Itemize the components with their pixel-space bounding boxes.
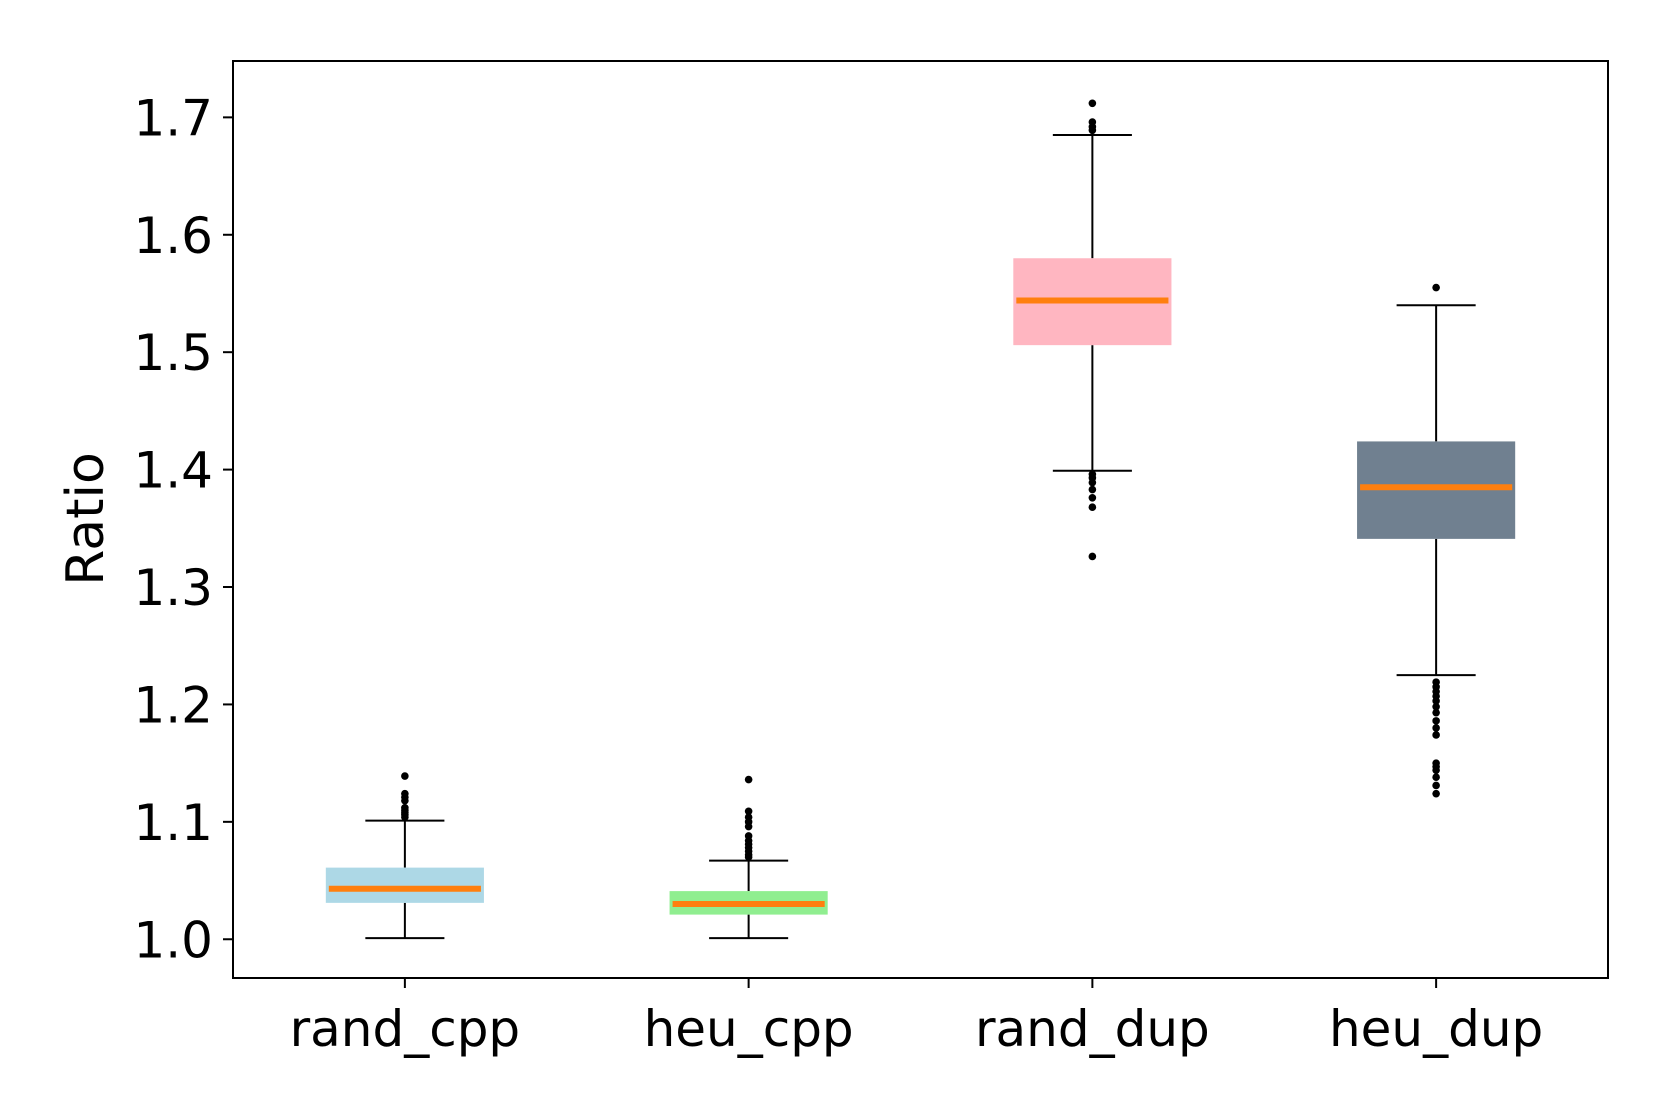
outlier-point <box>1088 485 1097 494</box>
outlier-point <box>1432 773 1440 782</box>
outlier-point <box>1432 708 1440 717</box>
outlier-point <box>1432 717 1440 725</box>
outlier-point <box>1432 678 1440 686</box>
y-axis: 1.0 1.1 1.2 1.3 1.4 1.5 1.6 1.7 <box>133 89 233 969</box>
y-tick-label: 1.0 <box>133 911 213 969</box>
outlier-point <box>1432 731 1440 739</box>
outlier-point <box>1088 493 1097 502</box>
box-group-rand-cpp <box>325 772 484 940</box>
x-tick-label: heu_cpp <box>644 1000 854 1058</box>
x-tick-label: rand_cpp <box>290 1000 521 1058</box>
outlier-point <box>1088 503 1097 511</box>
outlier-point <box>1432 789 1440 798</box>
outlier-point <box>401 789 409 798</box>
y-axis-label: Ratio <box>56 452 116 586</box>
outlier-point <box>401 803 409 812</box>
y-tick-label: 1.3 <box>133 559 213 617</box>
y-tick-label: 1.1 <box>133 794 213 852</box>
y-tick-label: 1.7 <box>133 89 213 147</box>
outlier-point <box>1088 118 1097 126</box>
outlier-point <box>1432 781 1440 790</box>
outlier-point <box>1088 470 1097 479</box>
x-axis: rand_cpp heu_cpp rand_dup heu_dup <box>290 978 1543 1058</box>
outlier-point <box>744 832 753 840</box>
outlier-point <box>1432 724 1440 732</box>
box-iqr <box>325 867 484 903</box>
outlier-point <box>1432 702 1440 711</box>
outlier-point <box>744 807 753 816</box>
x-tick-label: heu_dup <box>1329 1000 1543 1058</box>
outlier-point <box>1432 759 1440 767</box>
outlier-point <box>401 772 409 780</box>
outlier-point <box>744 813 753 821</box>
outlier-point <box>1432 283 1440 292</box>
y-tick-label: 1.4 <box>133 442 213 500</box>
y-tick-label: 1.5 <box>133 324 213 382</box>
y-tick-label: 1.2 <box>133 676 213 734</box>
box-group-heu-dup <box>1357 283 1516 798</box>
outlier-point <box>1088 99 1097 108</box>
plot-frame <box>232 60 1609 979</box>
box-group-rand-dup <box>1013 99 1172 561</box>
y-tick-label: 1.6 <box>133 207 213 265</box>
x-tick-label: rand_dup <box>975 1000 1210 1058</box>
chart-marks <box>325 99 1516 940</box>
outlier-point <box>1088 552 1097 561</box>
box-group-heu-cpp <box>669 775 828 940</box>
outlier-point <box>744 775 753 784</box>
